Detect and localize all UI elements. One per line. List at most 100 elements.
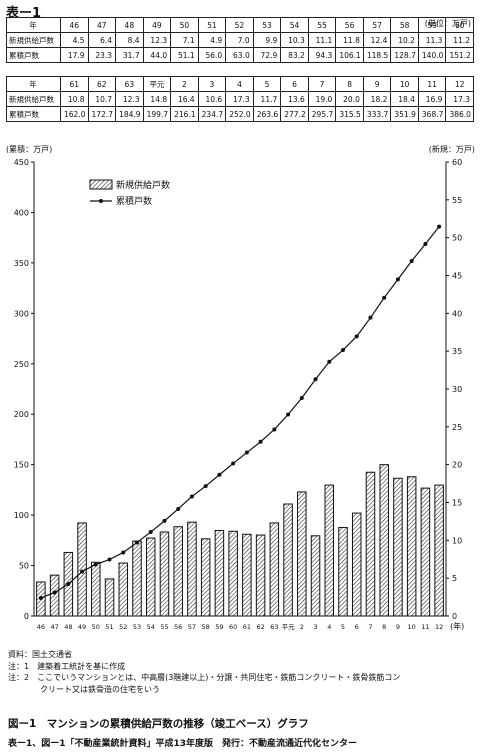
point-cumulative bbox=[52, 590, 57, 595]
left-tick-label: 400 bbox=[14, 208, 29, 217]
table-cell: 20.0 bbox=[335, 91, 364, 107]
table-cell: 172.7 bbox=[87, 106, 117, 122]
table-cell: 11.8 bbox=[335, 32, 364, 48]
table-cell: 333.7 bbox=[362, 106, 392, 122]
x-tick-label: 平元 bbox=[282, 623, 296, 631]
table-cell: 6.4 bbox=[87, 32, 117, 48]
table-cell: 16.4 bbox=[170, 91, 199, 107]
bar-new-supply bbox=[91, 561, 101, 617]
right-tick-label: 55 bbox=[452, 196, 462, 205]
table-row-label: 累積戸数 bbox=[6, 106, 61, 122]
right-axis-unit: (新規：万戸) bbox=[429, 144, 475, 154]
table-cell: 8 bbox=[335, 76, 364, 92]
right-tick-label: 30 bbox=[452, 385, 462, 394]
bar-new-supply bbox=[393, 477, 403, 617]
table-cell: 9.9 bbox=[252, 32, 282, 48]
table-cell: 315.5 bbox=[335, 106, 364, 122]
table-cell: 48 bbox=[115, 17, 144, 33]
table-cell: 46 bbox=[60, 17, 89, 33]
right-tick-label: 35 bbox=[452, 347, 462, 356]
table-cell: 47 bbox=[87, 17, 117, 33]
table-cell: 4.5 bbox=[60, 32, 89, 48]
bar-new-supply bbox=[338, 526, 348, 617]
table-cell: 128.7 bbox=[390, 47, 419, 63]
table-cell: 63 bbox=[115, 76, 144, 92]
table-new-supply-row: 新規供給戸数 10.8 10.7 12.3 14.8 16.4 10.6 17.3 11.7 13… bbox=[6, 91, 474, 107]
point-cumulative bbox=[80, 569, 85, 574]
x-tick-label: 57 bbox=[188, 623, 196, 631]
table-cell: 295.7 bbox=[307, 106, 337, 122]
notes-block: 資料：国土交通省 注：1 建築着工統計を基に作成 注：2 ここでいうマンションとは、… bbox=[8, 649, 400, 695]
table-cell: 386.0 bbox=[445, 106, 474, 122]
source-caption: 表ー1、図ー1「不動産業統計資料」平成13年度版 発行：不動産流通近代化センター bbox=[8, 739, 358, 749]
table-new-supply-row: 新規供給戸数 4.5 6.4 8.4 12.3 7.1 4.9 7.0 9.9 10.3 11.1 1… bbox=[6, 32, 474, 48]
table-cumulative-row: 累積戸数 17.9 23.3 31.7 44.0 51.1 56.0 63.0 72.9 83.2… bbox=[6, 47, 474, 63]
left-tick-label: 350 bbox=[14, 259, 29, 268]
table-cell: 106.1 bbox=[335, 47, 364, 63]
x-tick-label: 50 bbox=[92, 623, 100, 631]
bar-new-supply bbox=[351, 512, 362, 617]
legend-label-cumulative: 累積戸数 bbox=[116, 195, 152, 207]
table-cell: 4.9 bbox=[197, 32, 227, 48]
bar-new-supply bbox=[365, 471, 376, 617]
bar-new-supply bbox=[118, 562, 129, 617]
point-cumulative bbox=[66, 582, 71, 587]
bar-new-supply bbox=[159, 531, 170, 617]
point-cumulative bbox=[203, 484, 208, 489]
table-cell: 53 bbox=[252, 17, 282, 33]
x-tick-label: 58 bbox=[202, 623, 210, 631]
point-cumulative bbox=[148, 530, 153, 535]
bar-new-supply bbox=[310, 535, 321, 617]
table-cell: 277.2 bbox=[280, 106, 309, 122]
table-cumulative-row: 累積戸数 162.0 172.7 184.9 199.7 216.1 234.7 252.0 2… bbox=[6, 106, 474, 122]
table-cell: 7.0 bbox=[225, 32, 254, 48]
x-tick-label: 63 bbox=[270, 623, 278, 631]
point-cumulative bbox=[162, 518, 167, 523]
legend-label-new-supply: 新規供給戸数 bbox=[116, 179, 170, 191]
x-tick-label: 52 bbox=[119, 623, 127, 631]
table-cell: 5 bbox=[252, 76, 282, 92]
x-tick-label: 46 bbox=[37, 623, 45, 631]
table-cell: 12 bbox=[445, 76, 474, 92]
point-cumulative bbox=[313, 377, 318, 382]
table-row-label: 新規供給戸数 bbox=[6, 32, 61, 48]
left-tick-label: 0 bbox=[24, 612, 29, 621]
table-cell: 60 bbox=[445, 17, 474, 33]
bar-new-supply bbox=[49, 574, 60, 617]
table-cell: 3 bbox=[197, 76, 227, 92]
table-cell: 162.0 bbox=[60, 106, 89, 122]
table-cell: 54 bbox=[280, 17, 309, 33]
table-cell: 10.3 bbox=[280, 32, 309, 48]
bar-new-supply bbox=[420, 487, 431, 617]
table-cell: 234.7 bbox=[197, 106, 227, 122]
x-tick-label: 55 bbox=[160, 623, 168, 631]
table-cell: 17.3 bbox=[225, 91, 254, 107]
table-cell: 52 bbox=[225, 17, 254, 33]
bar-new-supply bbox=[228, 530, 238, 617]
table-cell: 23.3 bbox=[87, 47, 117, 63]
right-tick-label: 15 bbox=[452, 499, 462, 508]
x-tick-label: 51 bbox=[105, 623, 113, 631]
right-tick-label: 20 bbox=[452, 461, 462, 470]
left-tick-label: 150 bbox=[14, 461, 29, 470]
x-tick-label: 53 bbox=[133, 623, 141, 631]
bar-new-supply bbox=[255, 534, 266, 617]
table-cell: 10.6 bbox=[197, 91, 227, 107]
point-cumulative bbox=[368, 315, 373, 320]
bar-new-supply bbox=[434, 484, 444, 617]
x-tick-label: 5 bbox=[341, 623, 345, 631]
table-cell: 12.4 bbox=[362, 32, 392, 48]
table-cell: 56 bbox=[335, 17, 364, 33]
table-cell: 平元 bbox=[142, 76, 172, 92]
x-tick-label: 56 bbox=[174, 623, 182, 631]
bar-new-supply bbox=[379, 464, 389, 617]
x-tick-label: 9 bbox=[396, 623, 400, 631]
table-cell: 252.0 bbox=[225, 106, 254, 122]
point-cumulative bbox=[244, 450, 249, 455]
point-cumulative bbox=[217, 472, 222, 477]
right-tick-label: 25 bbox=[452, 423, 462, 432]
x-tick-label: 2 bbox=[300, 623, 304, 631]
bar-new-supply bbox=[283, 503, 293, 617]
stat-table-1: 年 46 47 48 49 50 51 52 53 54 55 56 57 58 59 60 新規供給戸数 4.5… bbox=[6, 17, 474, 63]
table-cell: 51.1 bbox=[170, 47, 199, 63]
